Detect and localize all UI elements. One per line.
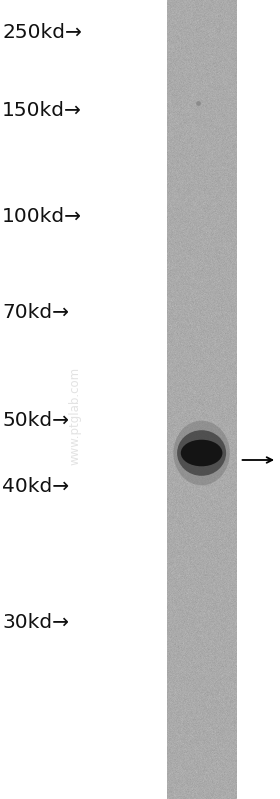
- Text: www.ptglab.com: www.ptglab.com: [69, 367, 81, 464]
- Ellipse shape: [173, 421, 230, 485]
- Text: 250kd→: 250kd→: [2, 22, 82, 42]
- Bar: [167, 0, 237, 799]
- Text: 150kd→: 150kd→: [2, 101, 82, 120]
- Ellipse shape: [181, 439, 222, 467]
- Ellipse shape: [177, 430, 226, 475]
- Text: 50kd→: 50kd→: [2, 411, 69, 431]
- Text: 30kd→: 30kd→: [2, 613, 69, 631]
- Text: 70kd→: 70kd→: [2, 304, 69, 323]
- Text: 100kd→: 100kd→: [2, 208, 82, 226]
- Text: 40kd→: 40kd→: [2, 478, 69, 496]
